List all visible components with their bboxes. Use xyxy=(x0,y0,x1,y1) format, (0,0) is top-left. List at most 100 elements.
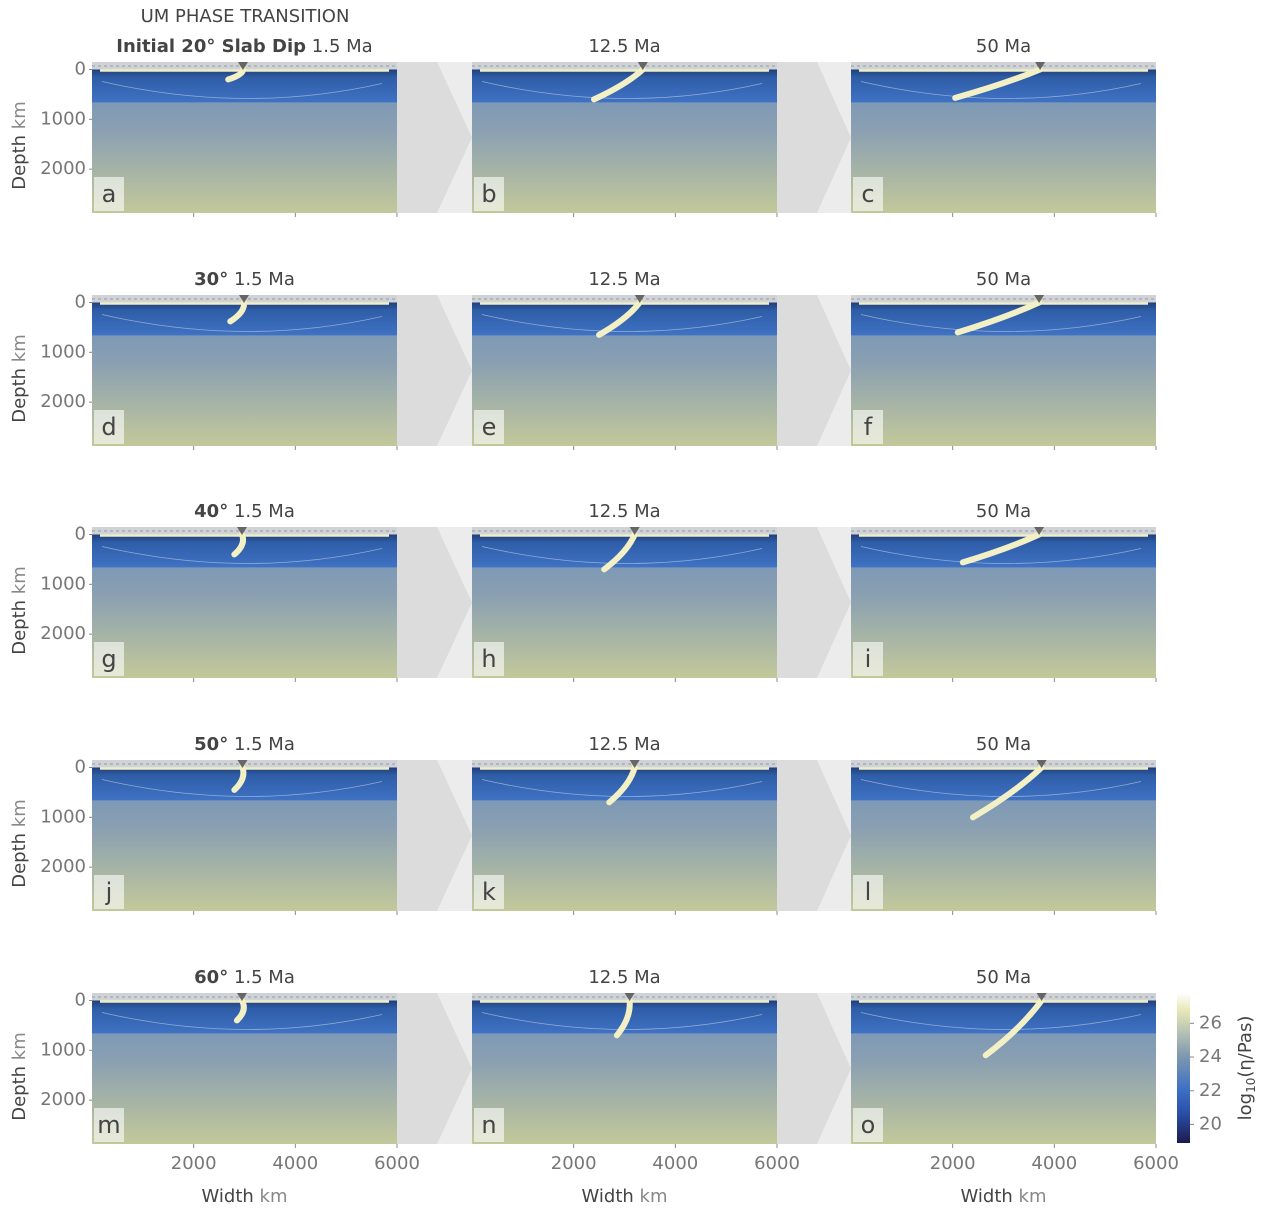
panel-letter-box xyxy=(474,1108,504,1142)
trench-marker xyxy=(236,527,247,535)
y-tick-label: 2000 xyxy=(40,391,86,412)
panel-title: 50° 1.5 Ma xyxy=(194,734,295,755)
contour xyxy=(860,314,1142,332)
dip-label: 40° xyxy=(194,501,228,522)
x-tick-label: 4000 xyxy=(1031,1153,1077,1174)
panel-title: 50 Ma xyxy=(976,269,1031,290)
colorbar-tick-label: 20 xyxy=(1199,1113,1222,1134)
time-label: 12.5 Ma xyxy=(588,734,660,755)
contour xyxy=(481,314,763,332)
slab xyxy=(954,299,1043,336)
colorbar xyxy=(1177,993,1190,1143)
colorbar-label: log10(η/Pas) xyxy=(1235,1016,1258,1121)
arrow-chevron xyxy=(777,295,851,446)
contour xyxy=(860,546,1142,564)
slab xyxy=(982,997,1045,1059)
y-axis-label: Depth km xyxy=(9,101,30,190)
time-label: 12.5 Ma xyxy=(588,501,660,522)
slab xyxy=(952,66,1044,101)
trench-marker xyxy=(1035,62,1046,70)
panel-title: 12.5 Ma xyxy=(588,734,660,755)
trench-marker xyxy=(237,62,248,70)
x-tick-label: 4000 xyxy=(652,1153,698,1174)
colorbar-tick-label: 26 xyxy=(1199,1012,1222,1033)
figure-title: UM PHASE TRANSITION xyxy=(141,6,350,27)
time-label: 50 Ma xyxy=(976,501,1031,522)
y-tick-label: 2000 xyxy=(40,1089,86,1110)
panel-title: 12.5 Ma xyxy=(588,269,660,290)
label-subscript: 10 xyxy=(1244,1078,1258,1093)
y-label: Depth xyxy=(9,368,30,423)
slab xyxy=(233,997,247,1024)
panel-letter-box xyxy=(853,875,883,909)
slab xyxy=(591,66,646,103)
y-label: Depth xyxy=(9,1066,30,1121)
time-label: 12.5 Ma xyxy=(588,967,660,988)
trench-marker xyxy=(629,760,640,768)
arrow-chevron xyxy=(397,62,472,213)
time-label: 1.5 Ma xyxy=(234,269,295,290)
time-label: 50 Ma xyxy=(976,36,1031,57)
slab xyxy=(959,531,1043,566)
panel-letter-box xyxy=(853,1108,883,1142)
y-tick-label: 0 xyxy=(75,58,86,79)
y-unit: km xyxy=(9,566,30,594)
contour xyxy=(101,314,383,332)
panel-letter: o xyxy=(861,1111,876,1139)
x-tick-label: 6000 xyxy=(754,1153,800,1174)
panel-title: 50 Ma xyxy=(976,501,1031,522)
panel-letter: i xyxy=(865,645,872,673)
time-label: 12.5 Ma xyxy=(588,269,660,290)
panel-title: 12.5 Ma xyxy=(588,967,660,988)
y-axis-label: Depth km xyxy=(9,566,30,655)
time-label: 50 Ma xyxy=(976,967,1031,988)
x-tick-label: 4000 xyxy=(272,1153,318,1174)
panel-letter-box xyxy=(94,177,124,211)
contour xyxy=(860,81,1142,99)
y-tick-label: 0 xyxy=(75,989,86,1010)
colorbar-tick-label: 22 xyxy=(1199,1080,1222,1101)
contour xyxy=(860,1012,1142,1030)
y-unit: km xyxy=(9,799,30,827)
trench-marker xyxy=(1034,527,1045,535)
trench-marker xyxy=(236,993,247,1001)
label-part: (η/Pas) xyxy=(1235,1016,1256,1078)
trench-marker xyxy=(1034,295,1045,303)
panel-letter: a xyxy=(102,180,117,208)
time-label: 1.5 Ma xyxy=(234,734,295,755)
y-tick-label: 0 xyxy=(75,291,86,312)
trench-marker xyxy=(637,62,648,70)
panel-letter-box xyxy=(474,875,504,909)
upper-mantle xyxy=(92,69,397,103)
trench-marker xyxy=(1036,993,1047,1001)
dip-label: Initial 20° Slab Dip xyxy=(116,36,306,57)
colorbar-tick-label: 24 xyxy=(1199,1046,1222,1067)
panel-title: 12.5 Ma xyxy=(588,36,660,57)
arrow-chevron xyxy=(777,62,851,213)
y-tick-label: 0 xyxy=(75,523,86,544)
slab xyxy=(225,66,246,83)
y-axis-label: Depth km xyxy=(9,1032,30,1121)
y-tick-label: 1000 xyxy=(40,573,86,594)
panel-letter: d xyxy=(101,413,116,441)
panel-letter-box xyxy=(94,410,124,444)
trench-marker xyxy=(1036,760,1047,768)
panel-letter: k xyxy=(482,878,496,906)
time-label: 1.5 Ma xyxy=(234,501,295,522)
panel-letter: b xyxy=(481,180,496,208)
y-unit: km xyxy=(9,334,30,362)
arrow-chevron xyxy=(397,295,472,446)
x-label: Width xyxy=(202,1186,254,1207)
x-tick-label: 2000 xyxy=(171,1153,217,1174)
panel-letter: m xyxy=(97,1111,120,1139)
panel-letter: h xyxy=(481,645,496,673)
panel-letter-box xyxy=(853,410,883,444)
panel-title: Initial 20° Slab Dip 1.5 Ma xyxy=(116,36,372,57)
panel-letter: c xyxy=(861,180,874,208)
slab xyxy=(970,764,1045,821)
y-tick-label: 2000 xyxy=(40,158,86,179)
contour xyxy=(101,779,383,797)
time-label: 50 Ma xyxy=(976,269,1031,290)
arrow-chevron xyxy=(397,993,472,1144)
